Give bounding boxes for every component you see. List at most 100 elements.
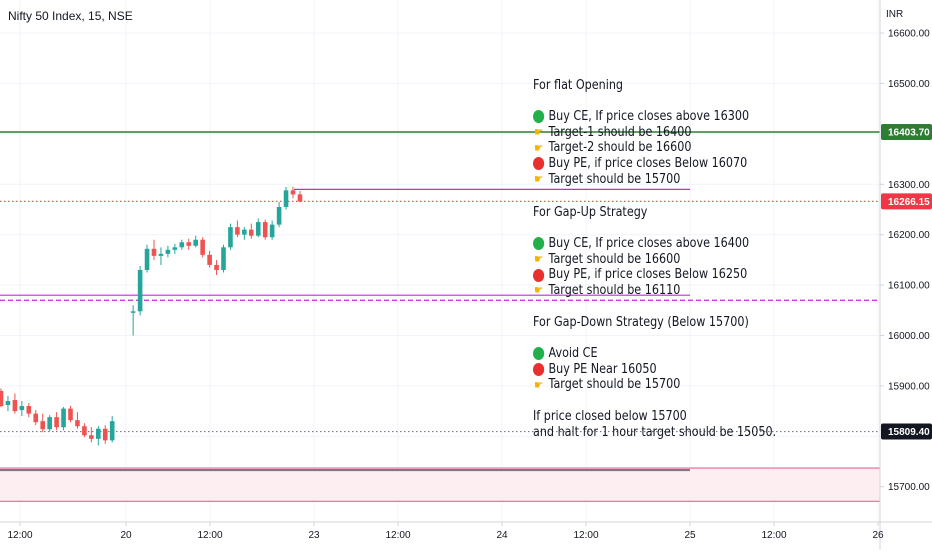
time-tick-label: 23 [308, 530, 320, 541]
level-layer [0, 131, 880, 502]
candle-body [235, 227, 240, 235]
candle-body [144, 248, 150, 270]
price-marker-bg [881, 423, 932, 440]
candle[interactable] [214, 259, 219, 276]
candle-body [89, 435, 94, 439]
candle-body [242, 229, 247, 235]
flat-opening-annotation[interactable]: For flat Opening Buy CE, If price closes… [533, 78, 749, 187]
candle[interactable] [144, 244, 150, 273]
candle[interactable] [207, 250, 212, 268]
annotation-line: Buy PE Near 16050 [533, 362, 749, 378]
candle[interactable] [0, 388, 4, 408]
candle[interactable] [61, 407, 66, 431]
candle-body [165, 249, 171, 254]
annotation-line: ☛ Target should be 15700 [533, 377, 749, 393]
price-axis-bg [880, 0, 932, 550]
candle[interactable] [158, 247, 164, 265]
candle[interactable] [221, 244, 226, 273]
candle[interactable] [269, 220, 275, 240]
candle[interactable] [242, 227, 247, 240]
price-tick-label: 15900.00 [888, 381, 930, 392]
candle[interactable] [33, 410, 39, 426]
note-annotation[interactable]: If price closed below 15700 and halt for… [533, 409, 776, 440]
price-marker[interactable]: 16266.15 [881, 193, 932, 210]
candle[interactable] [96, 426, 101, 446]
candle[interactable] [193, 235, 198, 248]
candle-body [262, 222, 268, 238]
red-circle-icon [533, 268, 545, 282]
candle-body [228, 227, 233, 248]
price-tick-label: 16200.00 [888, 230, 930, 241]
candle[interactable] [262, 219, 268, 240]
annotation-line-text: Target should be 16600 [548, 251, 681, 267]
annotation-line-text: Target should be 15700 [548, 377, 681, 393]
candle[interactable] [5, 395, 11, 412]
pointing-hand-icon: ☛ [533, 171, 544, 186]
candle[interactable] [290, 186, 296, 199]
candle-body [40, 421, 45, 430]
annotation-line-text: Target should be 15700 [548, 171, 681, 187]
candle[interactable] [186, 238, 192, 250]
candle[interactable] [151, 239, 157, 260]
candle-body [68, 408, 73, 421]
symbol-title[interactable]: Nifty 50 Index, 15, NSE [8, 9, 133, 23]
candle[interactable] [19, 401, 25, 417]
annotation-line: Buy PE, if price closes Below 16250 [533, 267, 749, 283]
candle[interactable] [68, 406, 73, 423]
candle-body [200, 239, 205, 255]
candle[interactable] [255, 218, 261, 238]
candle-body [207, 254, 212, 265]
candle[interactable] [109, 416, 115, 443]
candle-body [26, 406, 32, 414]
candle-body [151, 248, 157, 256]
candle[interactable] [235, 220, 240, 238]
price-marker[interactable]: 15809.40 [881, 423, 932, 440]
annotation-line: ☛ Target should be 15700 [533, 172, 749, 188]
candle[interactable] [102, 425, 108, 444]
candle[interactable] [179, 239, 185, 250]
candle[interactable] [165, 245, 171, 258]
candle[interactable] [172, 243, 178, 254]
note-line-2: and halt for 1 hour target should be 150… [533, 424, 777, 440]
candle[interactable] [228, 223, 233, 250]
candle[interactable] [47, 415, 52, 432]
currency-label: INR [886, 9, 903, 20]
candle-layer[interactable] [0, 186, 303, 446]
candle[interactable] [137, 265, 143, 316]
candle-body [269, 224, 275, 238]
candle-body [47, 417, 52, 430]
candle[interactable] [283, 186, 289, 210]
annotation-line: ☛ Target-1 should be 16400 [533, 125, 749, 141]
annotation-line: ☛ Target should be 16600 [533, 252, 749, 268]
candle[interactable] [54, 412, 59, 431]
candle-body [130, 311, 136, 313]
candle[interactable] [75, 412, 80, 429]
gap-down-annotation[interactable]: For Gap-Down Strategy (Below 15700) Avoi… [533, 315, 749, 393]
candle[interactable] [26, 403, 32, 418]
candle[interactable] [12, 393, 18, 414]
candle[interactable] [276, 201, 282, 228]
annotation-line: Buy CE, If price closes above 16300 [533, 109, 749, 125]
candle[interactable] [130, 305, 136, 336]
candle-body [158, 253, 164, 256]
price-tick-label: 16000.00 [888, 331, 930, 342]
gap-down-title: For Gap-Down Strategy (Below 15700) [533, 315, 749, 330]
annotation-line-text: Buy PE Near 16050 [548, 361, 657, 377]
annotation-line: Buy CE, If price closes above 16400 [533, 236, 749, 252]
time-tick-label: 12:00 [761, 530, 786, 541]
candle[interactable] [89, 427, 94, 443]
candle[interactable] [82, 423, 87, 438]
candle[interactable] [200, 237, 205, 258]
time-tick-label: 24 [496, 530, 508, 541]
candle-body [186, 242, 192, 246]
flat-opening-title: For flat Opening [533, 78, 624, 93]
candle[interactable] [249, 223, 254, 239]
candle[interactable] [40, 413, 45, 433]
green-circle-icon [533, 237, 545, 251]
candle[interactable] [297, 190, 303, 203]
price-marker[interactable]: 16403.70 [881, 124, 932, 141]
gap-up-annotation[interactable]: For Gap-Up Strategy Buy CE, If price clo… [533, 205, 749, 299]
